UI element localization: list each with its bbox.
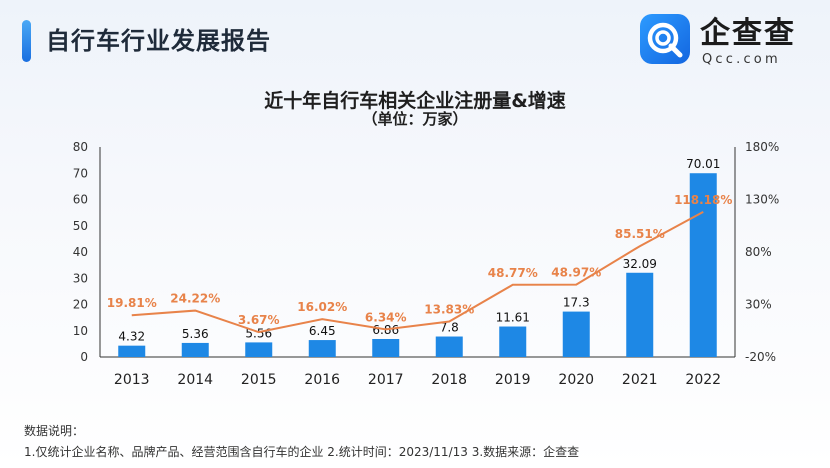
rate-label: 48.77%	[488, 266, 538, 280]
qcc-logo: 企查查 Qcc.com	[640, 14, 820, 72]
x-tick-label: 2016	[304, 372, 340, 388]
bar-value-label: 32.09	[623, 257, 657, 271]
bar	[435, 336, 463, 357]
y-tick-label: 80	[73, 140, 88, 154]
bar-value-label: 5.36	[182, 327, 209, 341]
logo-sub: Qcc.com	[702, 52, 781, 67]
bar	[689, 173, 717, 357]
bar	[626, 272, 654, 357]
chart-title: 近十年自行车相关企业注册量&增速	[264, 90, 566, 112]
x-tick-label: 2022	[685, 372, 721, 388]
bar-value-label: 4.32	[118, 330, 145, 344]
bar-value-label: 11.61	[496, 311, 530, 325]
rate-label: 16.02%	[297, 300, 347, 314]
bar	[308, 340, 336, 357]
y-tick-label: 20	[73, 298, 88, 312]
qcc-logo-icon	[640, 14, 690, 64]
y-tick-label: 0	[80, 350, 88, 364]
x-tick-label: 2018	[431, 372, 467, 388]
y2-tick-label: -20%	[745, 350, 776, 364]
x-tick-label: 2017	[368, 372, 404, 388]
x-tick-label: 2015	[241, 372, 277, 388]
bar	[372, 338, 400, 357]
y2-tick-label: 130%	[745, 193, 779, 207]
growth-line	[131, 211, 704, 334]
bar	[245, 342, 273, 357]
logo-name: 企查查	[700, 16, 796, 51]
bar-value-label: 6.45	[309, 324, 336, 338]
bar-value-label: 7.8	[440, 321, 459, 335]
y2-tick-label: 30%	[745, 298, 772, 312]
header-accent-bar	[22, 20, 31, 62]
rate-label: 48.97%	[551, 266, 601, 280]
rate-label: 13.83%	[424, 302, 474, 316]
y-tick-label: 30	[73, 271, 88, 285]
header-title: 自行车行业发展报告	[46, 27, 271, 55]
y2-tick-label: 180%	[745, 140, 779, 154]
y-tick-label: 60	[73, 193, 88, 207]
chart-subtitle: （单位：万家）	[362, 110, 468, 128]
notes-title: 数据说明：	[24, 424, 85, 438]
rate-label: 118.18%	[674, 193, 732, 207]
bar-value-label: 70.01	[686, 157, 720, 171]
bar	[562, 311, 590, 357]
x-tick-label: 2019	[495, 372, 531, 388]
notes-body: 1.仅统计企业名称、品牌产品、经营范围含自行车的企业 2.统计时间：2023/1…	[24, 445, 580, 459]
x-tick-label: 2020	[558, 372, 594, 388]
rate-label: 24.22%	[170, 292, 220, 306]
y-tick-label: 70	[73, 166, 88, 180]
y-tick-label: 40	[73, 245, 88, 259]
rate-label: 6.34%	[365, 310, 407, 324]
bar	[118, 345, 146, 357]
rate-label: 19.81%	[107, 296, 157, 310]
y-tick-label: 50	[73, 219, 88, 233]
bar-value-label: 17.3	[563, 296, 590, 310]
bar	[499, 326, 527, 357]
x-tick-label: 2014	[177, 372, 213, 388]
x-tick-label: 2013	[114, 372, 150, 388]
rate-label: 3.67%	[238, 313, 280, 327]
y2-tick-label: 80%	[745, 245, 772, 259]
bar	[181, 342, 209, 357]
x-tick-label: 2021	[622, 372, 658, 388]
y-tick-label: 10	[73, 324, 88, 338]
rate-label: 85.51%	[615, 227, 665, 241]
